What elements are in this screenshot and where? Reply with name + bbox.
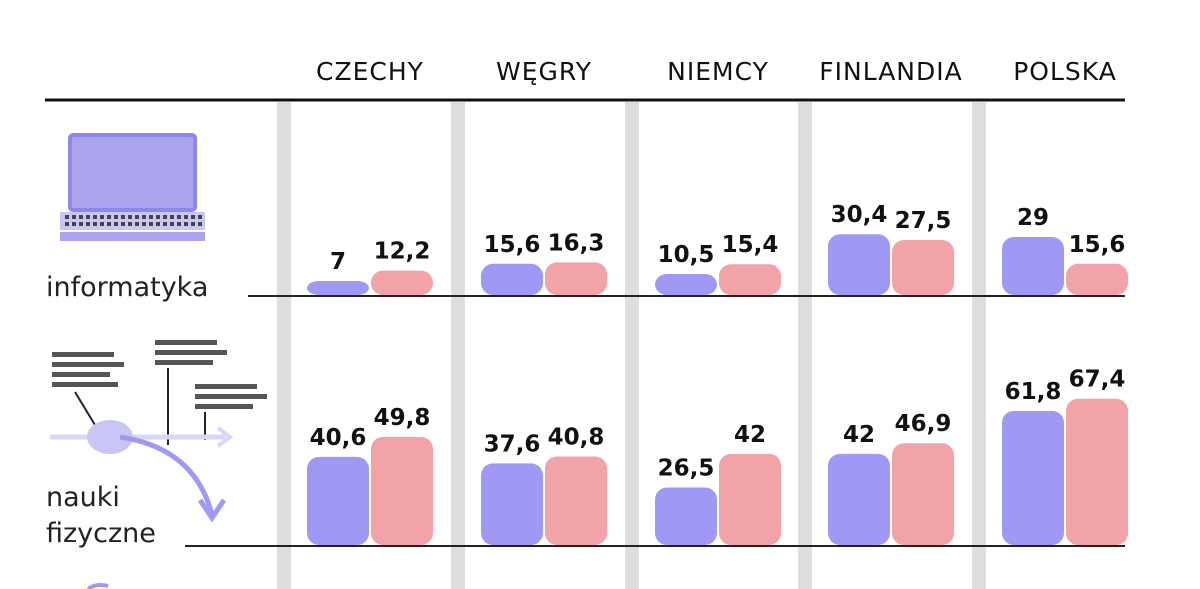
value-label: 40,8 — [548, 424, 605, 450]
column-header: CZECHY — [316, 57, 424, 86]
column-band — [625, 102, 639, 589]
bar — [1002, 410, 1064, 545]
bar — [481, 263, 543, 295]
bar — [719, 453, 781, 545]
column-header: POLSKA — [1013, 57, 1117, 86]
column-header: NIEMCY — [667, 57, 769, 86]
physics-diagram-icon — [50, 340, 267, 523]
value-label: 12,2 — [374, 239, 431, 265]
value-label: 67,4 — [1069, 367, 1126, 393]
bar — [892, 240, 954, 295]
bar — [371, 436, 433, 545]
bar — [545, 262, 607, 295]
value-labels: 7 15,6 10,5 30,4 29 12,2 16,3 15,4 27,5 15,6 40,6 3… — [310, 202, 1126, 481]
bar — [655, 487, 717, 545]
column-header: WĘGRY — [496, 57, 592, 86]
value-label: 7 — [330, 249, 346, 275]
value-label: 15,4 — [722, 232, 779, 258]
value-label: 27,5 — [895, 208, 952, 234]
bar — [1002, 237, 1064, 295]
value-label: 37,6 — [484, 431, 541, 457]
bar — [307, 281, 369, 295]
column-band — [451, 102, 465, 589]
column-bands — [277, 102, 986, 589]
bar — [828, 234, 890, 295]
bar — [307, 456, 369, 545]
bars — [307, 234, 1128, 545]
value-label: 15,6 — [1069, 232, 1126, 258]
row-label-informatyka: informatyka — [46, 272, 208, 303]
bar — [719, 264, 781, 295]
bar — [481, 463, 543, 545]
value-label: 46,9 — [895, 411, 952, 437]
value-label: 26,5 — [658, 455, 715, 481]
row-label-line-2: fizyczne — [46, 518, 156, 549]
value-label: 42 — [734, 422, 766, 448]
partial-icon — [86, 583, 109, 589]
bar — [655, 274, 717, 295]
value-label: 30,4 — [831, 202, 888, 228]
value-label: 29 — [1017, 205, 1049, 231]
bar — [545, 456, 607, 545]
column-headers: CZECHY WĘGRY NIEMCY FINLANDIA POLSKA — [316, 57, 1117, 86]
value-label: 16,3 — [548, 230, 605, 256]
value-label: 42 — [843, 422, 875, 448]
bar — [371, 270, 433, 295]
bar — [828, 453, 890, 545]
column-band — [277, 102, 291, 589]
bar — [1066, 263, 1128, 295]
value-label: 61,8 — [1005, 379, 1062, 405]
laptop-icon — [60, 133, 205, 241]
bar — [1066, 398, 1128, 545]
column-band — [972, 102, 986, 589]
value-label: 15,6 — [484, 232, 541, 258]
column-band — [798, 102, 812, 589]
bar — [892, 443, 954, 545]
value-label: 49,8 — [374, 405, 431, 431]
column-header: FINLANDIA — [819, 57, 963, 86]
value-label: 40,6 — [310, 425, 367, 451]
row-label-line-1: nauki — [46, 482, 120, 513]
value-label: 10,5 — [658, 242, 715, 268]
